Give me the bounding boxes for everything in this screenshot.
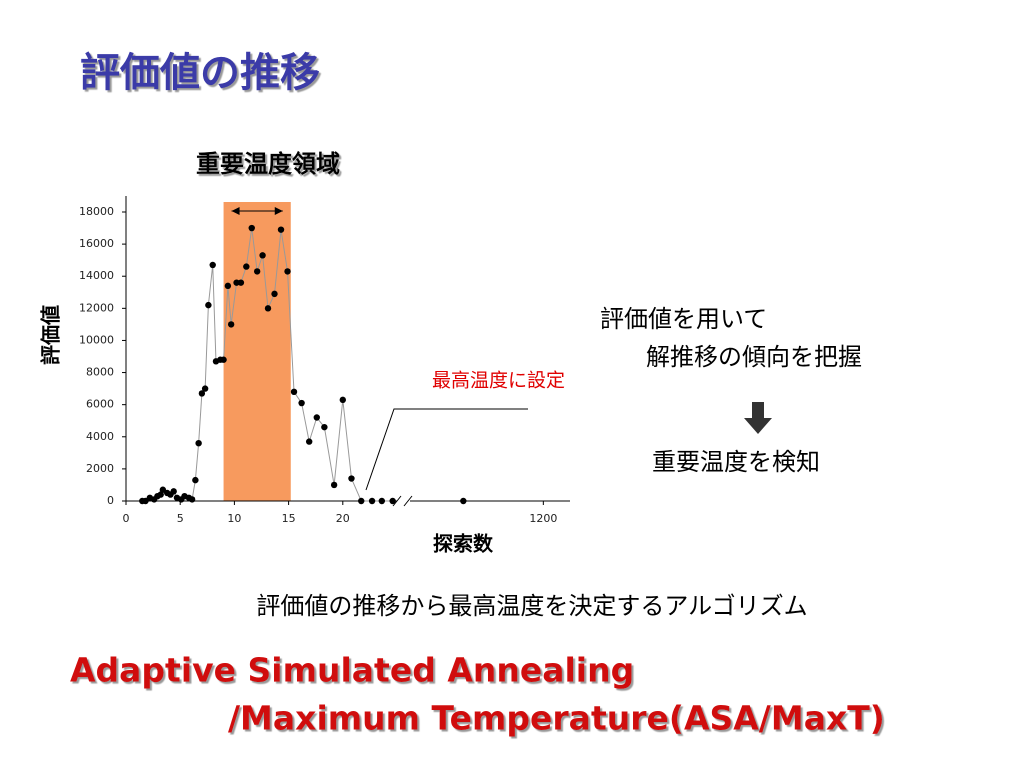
- data-point: [248, 224, 255, 232]
- highlight-region: [223, 202, 291, 501]
- method-line: /Maximum Temperature(ASA/MaxT): [228, 699, 885, 738]
- data-point: [198, 390, 206, 397]
- note: 評価値を用いて: [600, 305, 767, 333]
- x-tick-label: 5: [177, 512, 184, 525]
- y-axis-label: 評価値: [39, 305, 63, 365]
- data-point: [330, 481, 338, 489]
- data-point: [243, 263, 250, 270]
- data-point: [284, 268, 291, 275]
- data-point: [205, 301, 212, 309]
- down-arrow: [744, 402, 772, 434]
- data-point: [368, 497, 376, 505]
- x-tick-label: 20: [336, 512, 350, 525]
- note: 重要温度を検知: [652, 448, 820, 476]
- data-point: [170, 488, 177, 495]
- data-point: [237, 279, 245, 286]
- chart-title: 重要温度領域: [196, 150, 340, 178]
- data-point: [209, 261, 216, 269]
- annotation-pointer: [365, 408, 528, 491]
- data-point: [339, 396, 346, 404]
- data-point: [321, 423, 328, 431]
- data-point: [227, 321, 235, 328]
- data-point: [348, 475, 355, 482]
- y-tick-label: 0: [107, 494, 114, 507]
- data-point: [313, 414, 320, 421]
- axis-break: [392, 495, 413, 507]
- y-tick-label: 12000: [79, 301, 114, 314]
- data-point: [157, 491, 164, 498]
- data-point: [192, 476, 199, 484]
- data-point: [277, 226, 285, 233]
- data-point: [195, 440, 202, 447]
- note: 解推移の傾向を把握: [646, 343, 862, 371]
- x-tick-label: 1200: [529, 512, 557, 525]
- data-point: [378, 497, 386, 505]
- x-tick-label: 0: [123, 512, 130, 525]
- data-point: [358, 497, 365, 505]
- x-axis-label: 探索数: [433, 532, 494, 556]
- y-tick-label: 10000: [79, 333, 114, 346]
- data-point: [224, 282, 232, 290]
- data-point: [259, 252, 266, 259]
- data-point: [220, 356, 227, 363]
- y-tick-label: 4000: [86, 430, 114, 443]
- slide-title: 評価値の推移: [80, 50, 320, 96]
- data-point: [290, 388, 298, 396]
- x-tick-label: 10: [227, 512, 241, 525]
- data-point: [305, 438, 313, 445]
- caption: 評価値の推移から最高温度を決定するアルゴリズム: [256, 592, 807, 620]
- y-tick-label: 2000: [86, 462, 114, 475]
- data-point: [298, 399, 305, 407]
- method-line: Adaptive Simulated Annealing: [70, 651, 634, 690]
- data-point: [201, 385, 209, 392]
- y-tick-label: 6000: [86, 398, 114, 411]
- y-tick-label: 18000: [79, 205, 114, 218]
- y-tick-label: 16000: [79, 237, 114, 250]
- x-tick-label: 15: [282, 512, 296, 525]
- data-point: [389, 497, 396, 505]
- y-tick-label: 8000: [86, 366, 114, 379]
- annotation: 最高温度に設定: [432, 370, 565, 392]
- data-point: [460, 497, 467, 505]
- data-point: [188, 496, 196, 503]
- plot: 0200040006000800010000120001400016000180…: [79, 196, 570, 525]
- y-tick-label: 14000: [79, 269, 114, 282]
- data-point: [253, 268, 261, 275]
- data-point: [264, 305, 272, 312]
- data-point: [271, 290, 278, 298]
